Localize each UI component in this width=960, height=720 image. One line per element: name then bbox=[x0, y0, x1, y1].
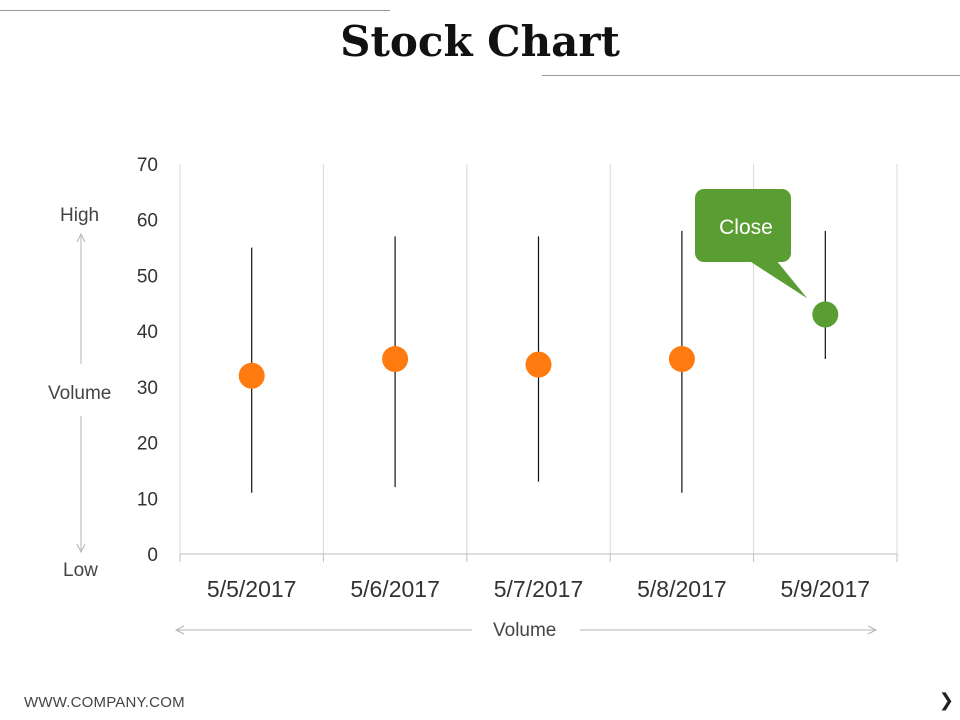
y-tick-label: 50 bbox=[137, 266, 158, 287]
x-tick-label: 5/6/2017 bbox=[350, 576, 440, 602]
y-tick-label: 0 bbox=[147, 545, 158, 566]
axis-high-label: High bbox=[60, 205, 100, 226]
y-tick-label: 40 bbox=[137, 322, 158, 343]
y-tick-label: 20 bbox=[137, 434, 158, 455]
callout-label: Close bbox=[719, 216, 773, 239]
chevron-right-icon[interactable]: ❯ bbox=[938, 690, 954, 711]
x-tick-label: 5/9/2017 bbox=[781, 576, 871, 602]
page-title: Stock Chart bbox=[340, 17, 620, 66]
y-tick-label: 10 bbox=[137, 489, 158, 510]
close-marker bbox=[525, 351, 552, 378]
y-tick-label: 30 bbox=[137, 378, 158, 399]
close-marker bbox=[812, 301, 839, 328]
arrow-right-icon bbox=[867, 625, 878, 635]
title-rule-right bbox=[542, 75, 960, 76]
axis-volume-side-label: Volume bbox=[48, 383, 112, 404]
callout-box bbox=[695, 189, 791, 262]
y-tick-label: 60 bbox=[137, 211, 158, 232]
title-rule-left bbox=[0, 10, 390, 11]
stock-chart: 0 10 20 30 40 50 60 70 5/5/2017 5/6/2017 5/7/2017 5… bbox=[76, 155, 898, 635]
axis-low-label: Low bbox=[63, 560, 98, 581]
axis-volume-bottom-label: Volume bbox=[493, 620, 557, 641]
footer-url: WWW.COMPANY.COM bbox=[24, 694, 185, 711]
close-marker bbox=[382, 346, 409, 372]
arrow-left-icon bbox=[174, 625, 185, 635]
close-marker bbox=[668, 346, 695, 372]
arrow-up-icon bbox=[76, 232, 86, 243]
x-tick-label: 5/5/2017 bbox=[207, 576, 297, 602]
callout-pointer bbox=[748, 260, 808, 299]
arrow-down-icon bbox=[76, 543, 86, 554]
x-tick-label: 5/7/2017 bbox=[494, 576, 584, 602]
y-tick-label: 70 bbox=[137, 155, 158, 176]
close-marker bbox=[238, 362, 265, 389]
x-tick-label: 5/8/2017 bbox=[637, 576, 727, 602]
